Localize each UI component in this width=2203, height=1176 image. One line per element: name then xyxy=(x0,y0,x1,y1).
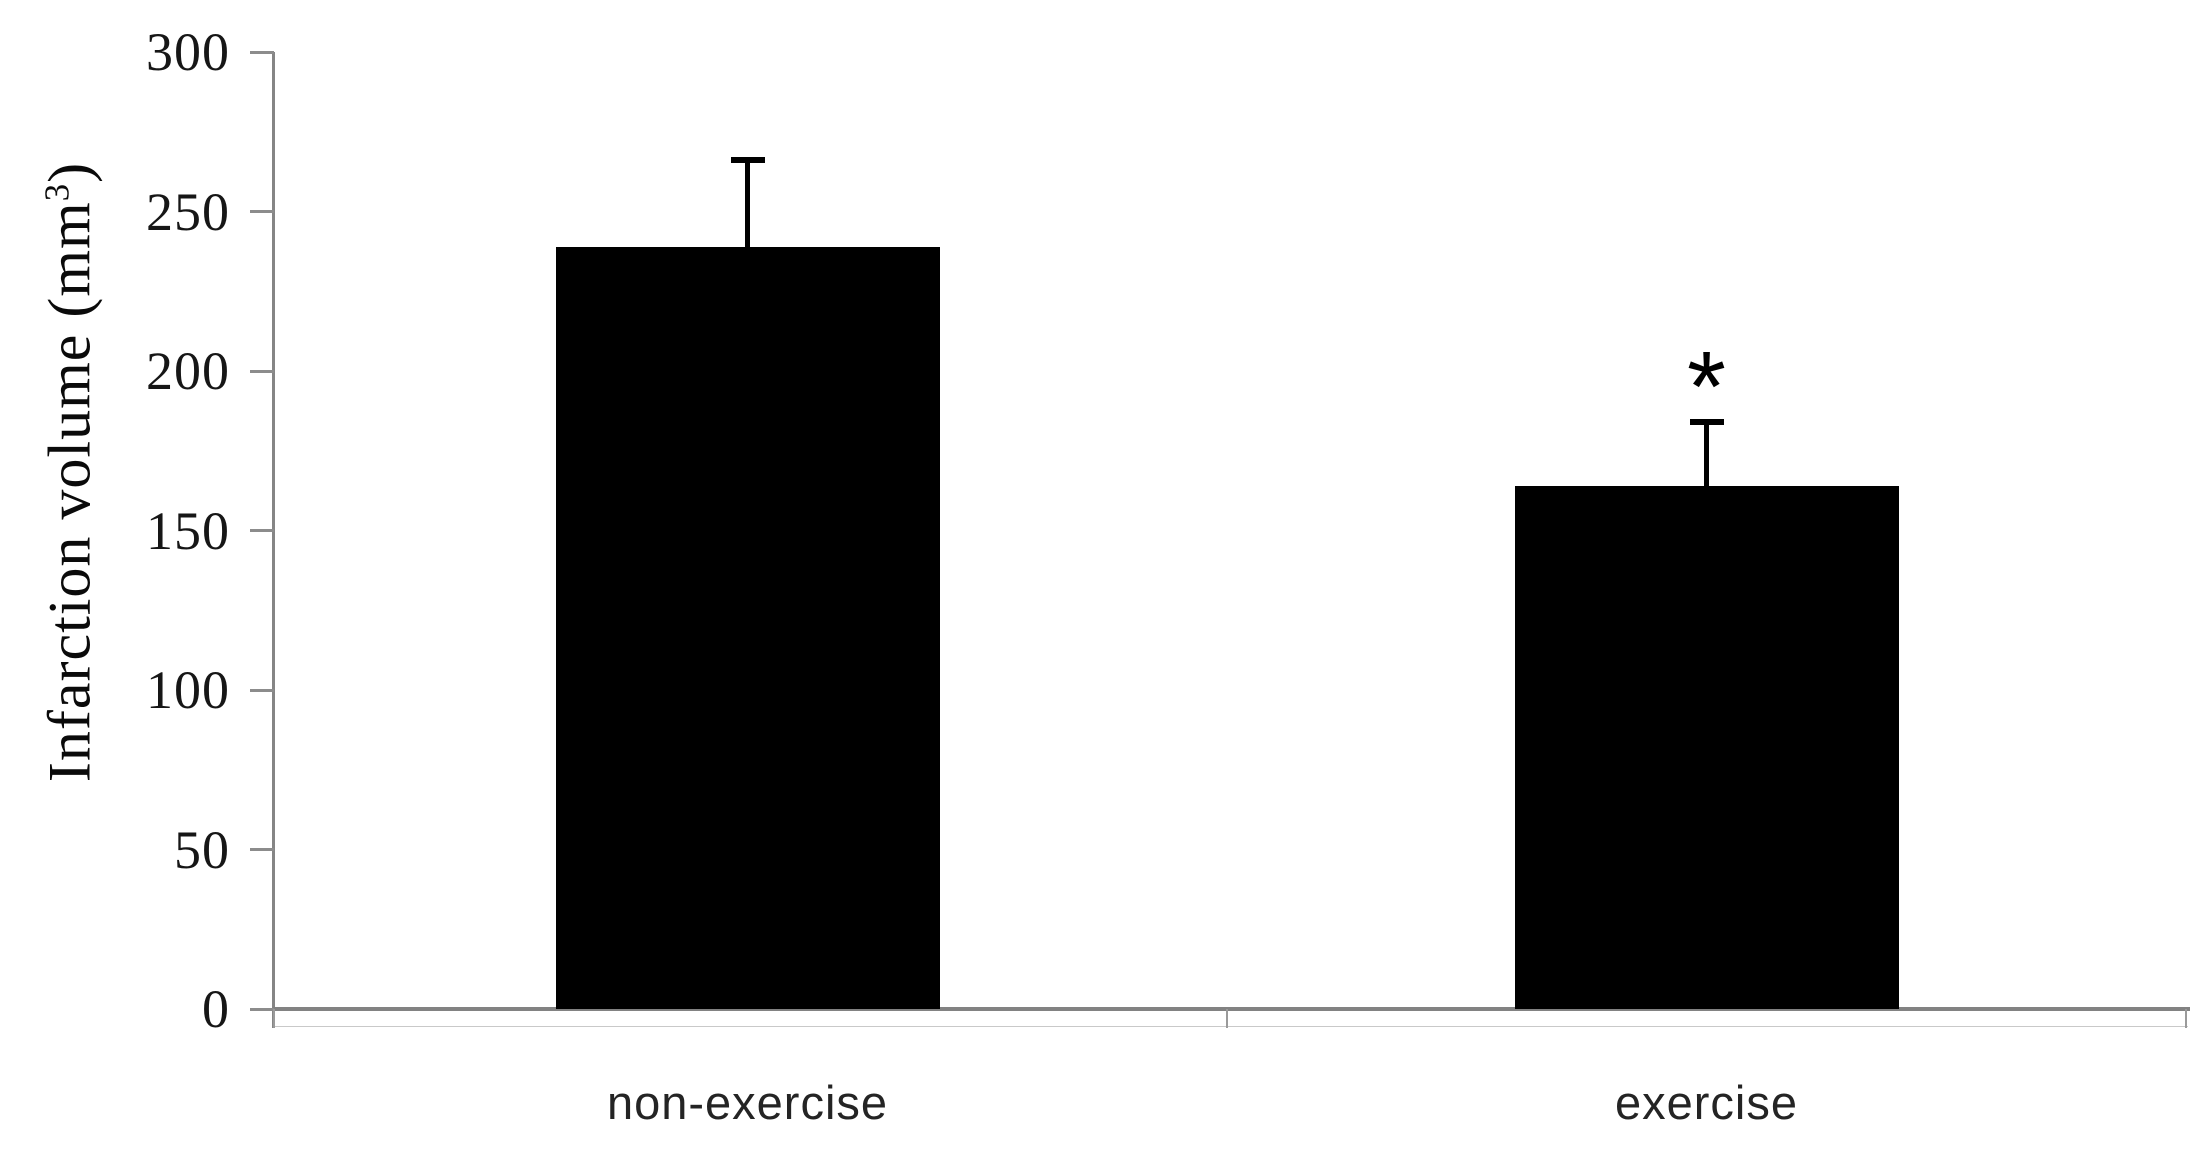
error-bar-cap-exercise xyxy=(1689,419,1724,426)
y-tick-label: 300 xyxy=(146,22,230,82)
error-bar-non-exercise xyxy=(745,160,750,247)
y-axis-line xyxy=(272,52,275,1028)
x-axis-line xyxy=(273,1007,2190,1011)
y-tick-mark xyxy=(250,369,274,373)
x-axis-subline xyxy=(275,1026,2188,1027)
x-axis-category-tick xyxy=(273,1009,275,1028)
x-label-non-exercise: non-exercise xyxy=(606,1076,889,1129)
y-tick-label: 50 xyxy=(174,819,230,880)
bar-exercise xyxy=(1514,485,1899,1009)
x-label-exercise: exercise xyxy=(1614,1076,1798,1129)
y-tick-label: 250 xyxy=(146,181,230,242)
x-axis-category-tick xyxy=(2185,1009,2187,1028)
significance-asterisk: * xyxy=(1687,331,1726,444)
error-bar-exercise xyxy=(1704,422,1709,486)
bar-non-exercise xyxy=(555,246,940,1009)
y-tick-label: 200 xyxy=(146,341,230,401)
y-tick-mark xyxy=(250,210,274,213)
y-tick-label: 150 xyxy=(146,500,230,561)
y-tick-mark xyxy=(250,688,274,692)
x-axis-category-tick xyxy=(1226,1009,1228,1028)
error-bar-cap-non-exercise xyxy=(730,157,765,164)
y-tick-mark xyxy=(250,848,274,851)
y-tick-label: 0 xyxy=(202,979,230,1039)
y-tick-mark xyxy=(250,50,274,54)
y-tick-mark xyxy=(250,1007,274,1011)
y-tick-label: 100 xyxy=(146,660,230,720)
y-tick-mark xyxy=(250,529,274,532)
